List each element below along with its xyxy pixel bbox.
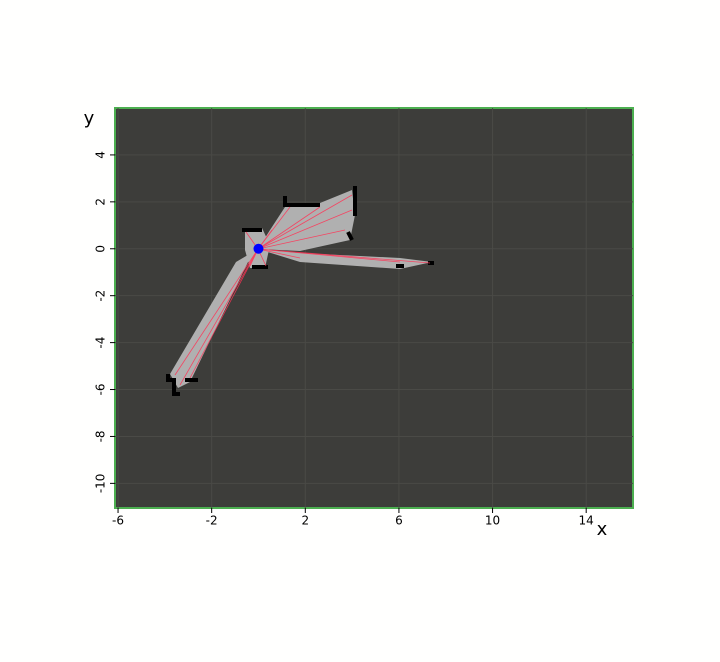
x-tick-label: 2 <box>301 514 309 528</box>
y-tick-label: -10 <box>94 474 108 494</box>
wall <box>166 374 180 396</box>
ray <box>179 248 259 386</box>
free-area <box>170 249 258 388</box>
free-area <box>258 249 432 269</box>
ray <box>257 248 431 264</box>
x-tick-label: 10 <box>485 514 500 528</box>
y-tick-label: -4 <box>94 337 108 349</box>
wall <box>346 231 354 241</box>
y-tick-label: 4 <box>94 151 108 159</box>
free-area <box>258 190 355 251</box>
ray <box>257 248 301 259</box>
y-tick-label: -2 <box>94 290 108 302</box>
wall <box>283 196 320 207</box>
ray <box>257 209 353 250</box>
plot-area <box>114 107 634 509</box>
ray <box>189 248 259 379</box>
map-walls <box>166 186 434 396</box>
robot-position <box>253 243 264 254</box>
y-tick-label: 0 <box>94 245 108 253</box>
ray <box>257 229 346 250</box>
ray <box>257 206 321 250</box>
laser-rays <box>174 194 431 386</box>
ray <box>174 248 259 376</box>
x-tick-label: -6 <box>112 514 124 528</box>
x-axis-label: x <box>597 519 608 540</box>
x-tick-label: 6 <box>395 514 403 528</box>
ray <box>257 194 353 250</box>
y-tick-label: 2 <box>94 198 108 206</box>
y-axis-label: y <box>84 108 95 129</box>
x-tick-label: -2 <box>206 514 218 528</box>
y-tick-label: -8 <box>94 430 108 442</box>
y-tick-label: -6 <box>94 384 108 396</box>
x-tick-label: 14 <box>579 514 594 528</box>
